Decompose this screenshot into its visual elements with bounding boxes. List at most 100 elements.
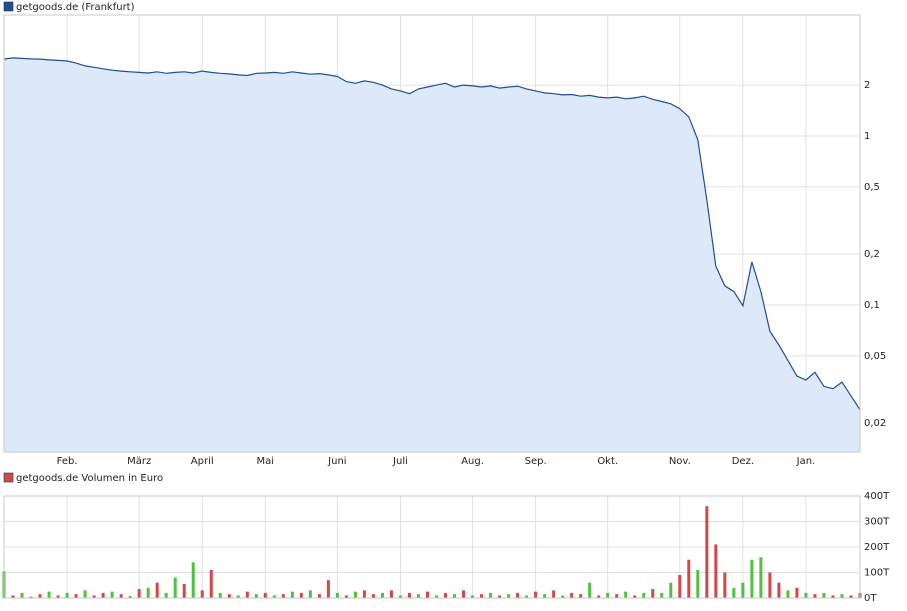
x-tick-label: Juni [327, 456, 346, 467]
volume-bar [47, 591, 51, 598]
volume-bar [380, 592, 384, 598]
volume-bar [173, 577, 177, 598]
y-tick-label: 0,1 [864, 300, 880, 311]
volume-bar [353, 591, 357, 598]
volume-bar [200, 590, 204, 598]
plot-border [3, 14, 861, 453]
volume-bar [317, 594, 321, 598]
volume-bar [335, 592, 339, 598]
volume-bar [407, 592, 411, 598]
volume-bar [705, 506, 709, 598]
volume-bar [371, 594, 375, 598]
volume-bar [615, 594, 619, 598]
volume-bar [11, 595, 15, 598]
plot-border [3, 495, 861, 599]
volume-bar [389, 590, 393, 598]
volume-bar [471, 595, 475, 598]
volume-bar [290, 591, 294, 598]
volume-bar [272, 595, 276, 598]
volume-bar [840, 594, 844, 598]
volume-bar [281, 594, 285, 598]
volume-bar [56, 595, 60, 598]
x-tick-label: Nov. [669, 456, 691, 467]
volume-bar [552, 590, 556, 598]
y-tick-label: 0,02 [864, 418, 886, 429]
volume-bar [759, 557, 763, 598]
y-tick-label: 1 [864, 131, 870, 142]
x-tick-label: Jan. [796, 456, 816, 467]
volume-bar [660, 592, 664, 598]
volume-bar [669, 582, 673, 598]
volume-bar [570, 592, 574, 598]
volume-bar [146, 587, 150, 598]
x-tick-label: Feb. [57, 456, 78, 467]
volume-bar [732, 587, 736, 598]
volume-bar [128, 595, 132, 598]
volume-bar [696, 569, 700, 598]
x-tick-label: Sep. [525, 456, 547, 467]
volume-bar [525, 595, 529, 598]
x-tick-label: Okt. [597, 456, 618, 467]
volume-bar [561, 595, 565, 598]
volume-bar [29, 596, 33, 598]
volume-bar [633, 595, 637, 598]
volume-bar [119, 594, 123, 598]
volume-bar [768, 572, 772, 598]
volume-bar [74, 594, 78, 598]
volume-bar [263, 592, 267, 598]
volume-bar [398, 595, 402, 598]
volume-bar [362, 590, 366, 598]
volume-bar [191, 562, 195, 598]
x-tick-label: Mai [257, 456, 275, 467]
volume-bar [543, 594, 547, 598]
y-tick-label: 300T [864, 517, 890, 528]
volume-bar [65, 592, 69, 598]
volume-bar [804, 592, 808, 598]
volume-bar [38, 594, 42, 598]
volume-bar [597, 595, 601, 598]
volume-bar [308, 590, 312, 598]
volume-bar [579, 594, 583, 598]
volume-bar [489, 592, 493, 598]
volume-bar [137, 589, 141, 598]
volume-bar [101, 592, 105, 598]
price-area [4, 57, 860, 453]
volume-bar [741, 582, 745, 598]
volume-bar [236, 595, 240, 598]
y-tick-label: 0,5 [864, 182, 880, 193]
volume-bar [813, 594, 817, 598]
volume-bar [507, 594, 511, 598]
volume-bar [588, 582, 592, 598]
legend-label: getgoods.de Volumen in Euro [16, 473, 163, 484]
volume-bar [227, 594, 231, 598]
volume-bar [326, 580, 330, 598]
volume-bar [444, 592, 448, 598]
volume-bar [714, 544, 718, 598]
x-tick-label: Juli [392, 456, 408, 467]
volume-bar [606, 592, 610, 598]
legend-label: getgoods.de (Frankfurt) [16, 2, 135, 13]
x-tick-label: März [127, 456, 151, 467]
y-tick-label: 0T [864, 593, 877, 604]
y-tick-label: 0,05 [864, 351, 886, 362]
volume-bar [498, 595, 502, 598]
volume-bar [480, 594, 484, 598]
volume-bar [678, 575, 682, 598]
y-tick-label: 200T [864, 542, 890, 553]
volume-bar [20, 592, 24, 598]
volume-bar [416, 594, 420, 598]
volume-bar [209, 569, 213, 598]
volume-bar [822, 592, 826, 598]
volume-bar [218, 592, 222, 598]
volume-bar [344, 595, 348, 598]
volume-bar [83, 590, 87, 598]
price-line [3, 57, 861, 411]
volume-bar [182, 583, 186, 598]
volume-bar [245, 591, 249, 598]
y-tick-label: 2 [864, 80, 870, 91]
volume-bar [534, 591, 538, 598]
y-tick-label: 100T [864, 568, 890, 579]
volume-bar [624, 591, 628, 598]
volume-bar [786, 590, 790, 598]
